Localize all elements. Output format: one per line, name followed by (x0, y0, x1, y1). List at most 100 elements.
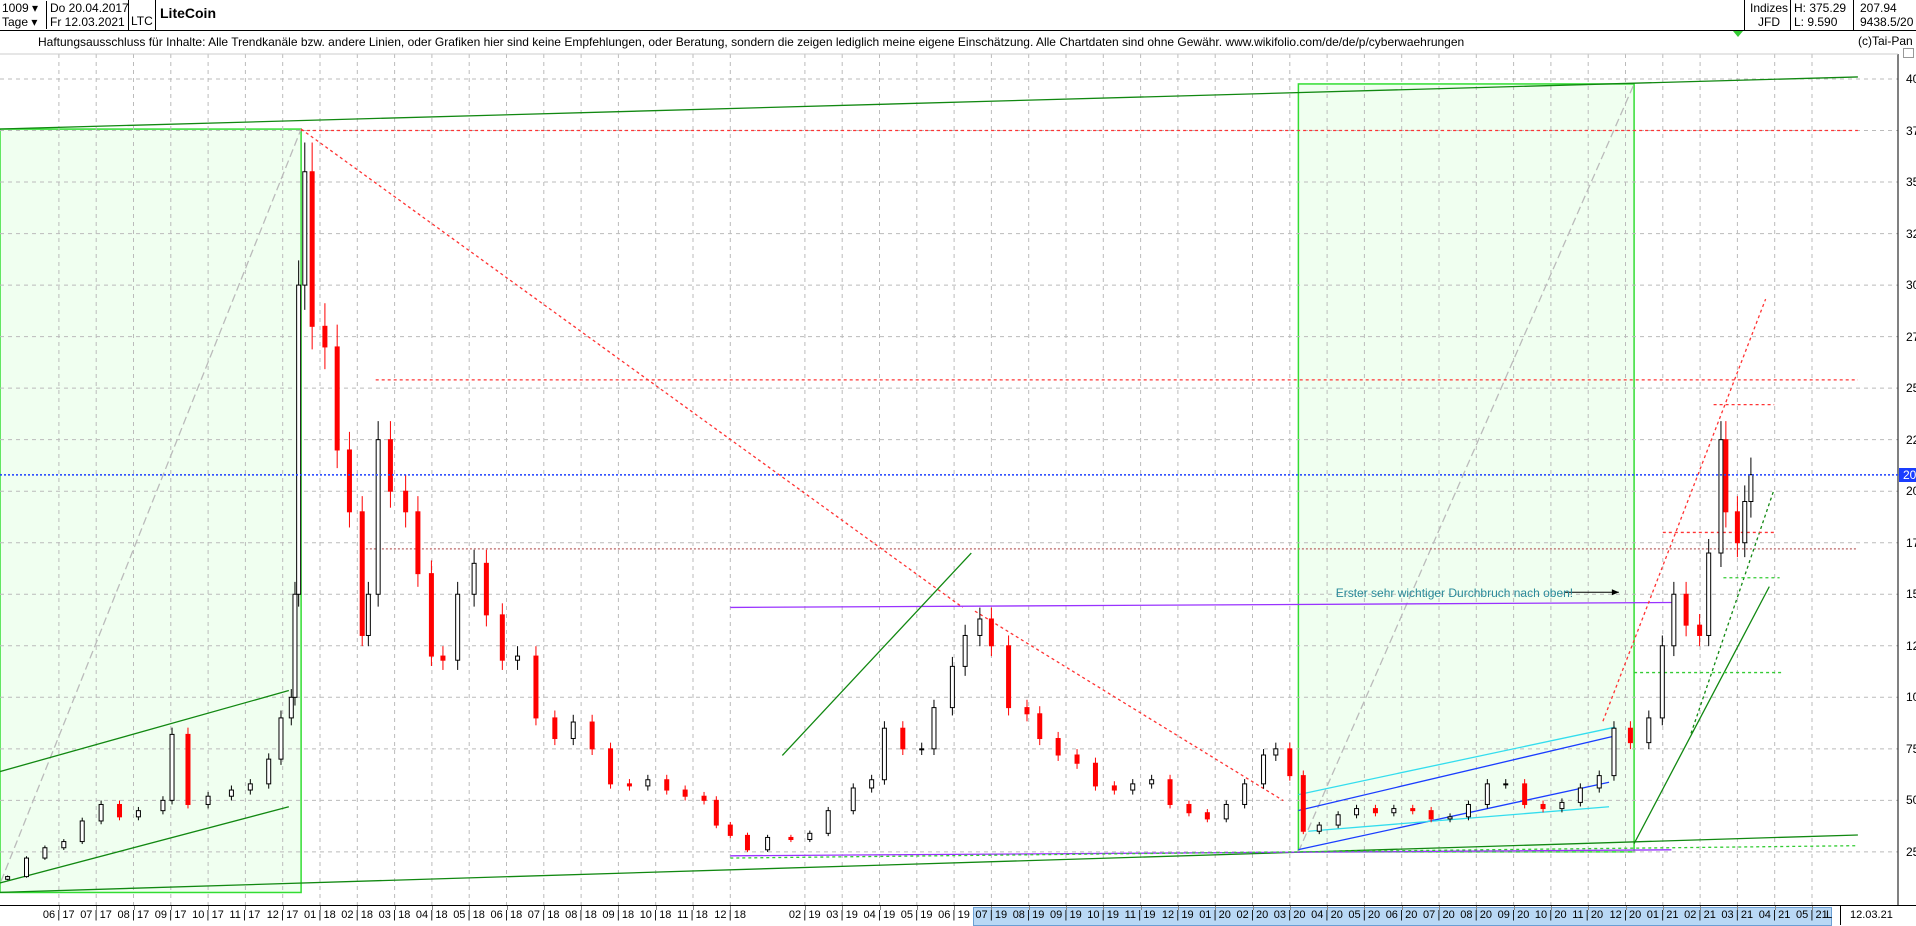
candle-body (117, 803, 123, 818)
candle (589, 714, 595, 756)
candle-body (1646, 717, 1652, 744)
end-date-label: 12.03.21 (1850, 909, 1893, 921)
candle-body (440, 655, 446, 661)
candle (931, 699, 937, 756)
candle-body (403, 490, 409, 513)
candle (1465, 800, 1471, 821)
candle-body (1596, 775, 1602, 789)
trend-line (0, 689, 290, 773)
candle-body (1186, 803, 1192, 814)
x-tick (58, 906, 60, 910)
candle-body (988, 618, 994, 647)
trend-line (730, 601, 1672, 609)
candle-body (533, 655, 539, 719)
y-tick-label: 400.00 (1906, 72, 1916, 86)
candle-body (415, 511, 421, 575)
x-tick-label: 04 | 20 (1311, 909, 1343, 921)
candle (117, 800, 123, 821)
x-tick-label: 04 | 18 (415, 909, 448, 921)
candle-body (185, 733, 191, 805)
x-tick-label: 02 | 20 (1236, 909, 1269, 921)
end-date[interactable]: Fr 12.03.2021 (50, 15, 125, 29)
x-tick (1177, 906, 1179, 910)
candle (1186, 800, 1192, 817)
x-tick (543, 906, 545, 910)
start-date[interactable]: Do 20.04.2017 (50, 1, 129, 15)
x-tick (1140, 906, 1142, 910)
collapse-button[interactable] (1903, 48, 1914, 58)
candle (24, 856, 30, 878)
candle-body (1577, 787, 1583, 803)
x-tick (320, 906, 321, 910)
candle-body (1742, 501, 1748, 544)
candle (1149, 774, 1155, 789)
candle-body (788, 836, 794, 841)
candle (346, 431, 352, 528)
x-tick (1103, 906, 1105, 910)
y-tick-label: 125.00 (1906, 638, 1916, 653)
candle-body (309, 171, 315, 327)
candle (266, 753, 272, 789)
x-tick-label: 03 | 20 (1273, 909, 1306, 921)
candle-body (61, 841, 67, 849)
x-tick (991, 906, 993, 910)
trend-line (0, 834, 1858, 894)
last-price-label: 207.94 (1899, 467, 1916, 482)
candle-body (1683, 593, 1689, 626)
y-tick-label: 225.00 (1906, 432, 1916, 447)
x-tick (1588, 906, 1590, 910)
candle (727, 821, 733, 839)
chevron-down-icon: ▾ (31, 15, 38, 29)
x-tick-label: 12 | 18 (714, 909, 747, 921)
candle (1748, 457, 1754, 518)
x-tick-label: 01 | 21 (1646, 909, 1679, 921)
x-tick-label: 07 | 19 (975, 909, 1008, 921)
trend-line (1298, 781, 1610, 851)
candle-body (1354, 808, 1360, 816)
candle (1130, 779, 1136, 795)
candle-body (626, 783, 632, 787)
candle (1204, 809, 1210, 823)
y-tick-label: 25.00 (1906, 844, 1916, 859)
source: JFD (1758, 15, 1780, 29)
x-tick-label: 10 | 19 (1087, 909, 1120, 921)
x-tick (1364, 906, 1366, 910)
scale-label[interactable]: L (1826, 909, 1833, 921)
x-tick (506, 906, 508, 910)
candle (1316, 821, 1322, 835)
candle (403, 474, 409, 528)
candle (1092, 757, 1098, 791)
candle-body (471, 562, 477, 595)
count-select[interactable]: 1009 ▾ (2, 1, 47, 15)
candle (499, 603, 505, 670)
x-tick-label: 09 | 20 (1497, 909, 1530, 921)
candle-body (346, 449, 352, 513)
candle (1671, 581, 1677, 657)
candle (169, 727, 175, 805)
candle-body (1428, 810, 1434, 820)
candle-body (334, 346, 340, 451)
x-tick-label: 02 | 21 (1684, 909, 1716, 921)
candle (296, 260, 302, 607)
candle (1559, 798, 1565, 813)
x-tick (170, 906, 172, 910)
candle-body (359, 511, 365, 636)
candle (1683, 581, 1689, 637)
candle-body (1465, 803, 1471, 818)
candle (608, 742, 614, 789)
candle-body (931, 707, 937, 750)
candle-body (266, 758, 272, 785)
candle (247, 779, 253, 795)
candle (1300, 770, 1306, 835)
x-tick-label: 12 | 20 (1609, 909, 1642, 921)
x-tick-label: 02 | 18 (341, 909, 374, 921)
candle (387, 421, 393, 508)
y-tick-label: 375.00 (1906, 123, 1916, 138)
period-select[interactable]: Tage ▾ (2, 15, 47, 29)
candle-body (483, 562, 489, 616)
x-tick-label: 09 | 18 (602, 909, 635, 921)
x-axis[interactable]: L 12.03.21 06 | 17 07 | 17 08 | 17 09 | 17 1… (0, 905, 1916, 926)
candle (664, 774, 670, 795)
candle-body (1111, 785, 1117, 791)
